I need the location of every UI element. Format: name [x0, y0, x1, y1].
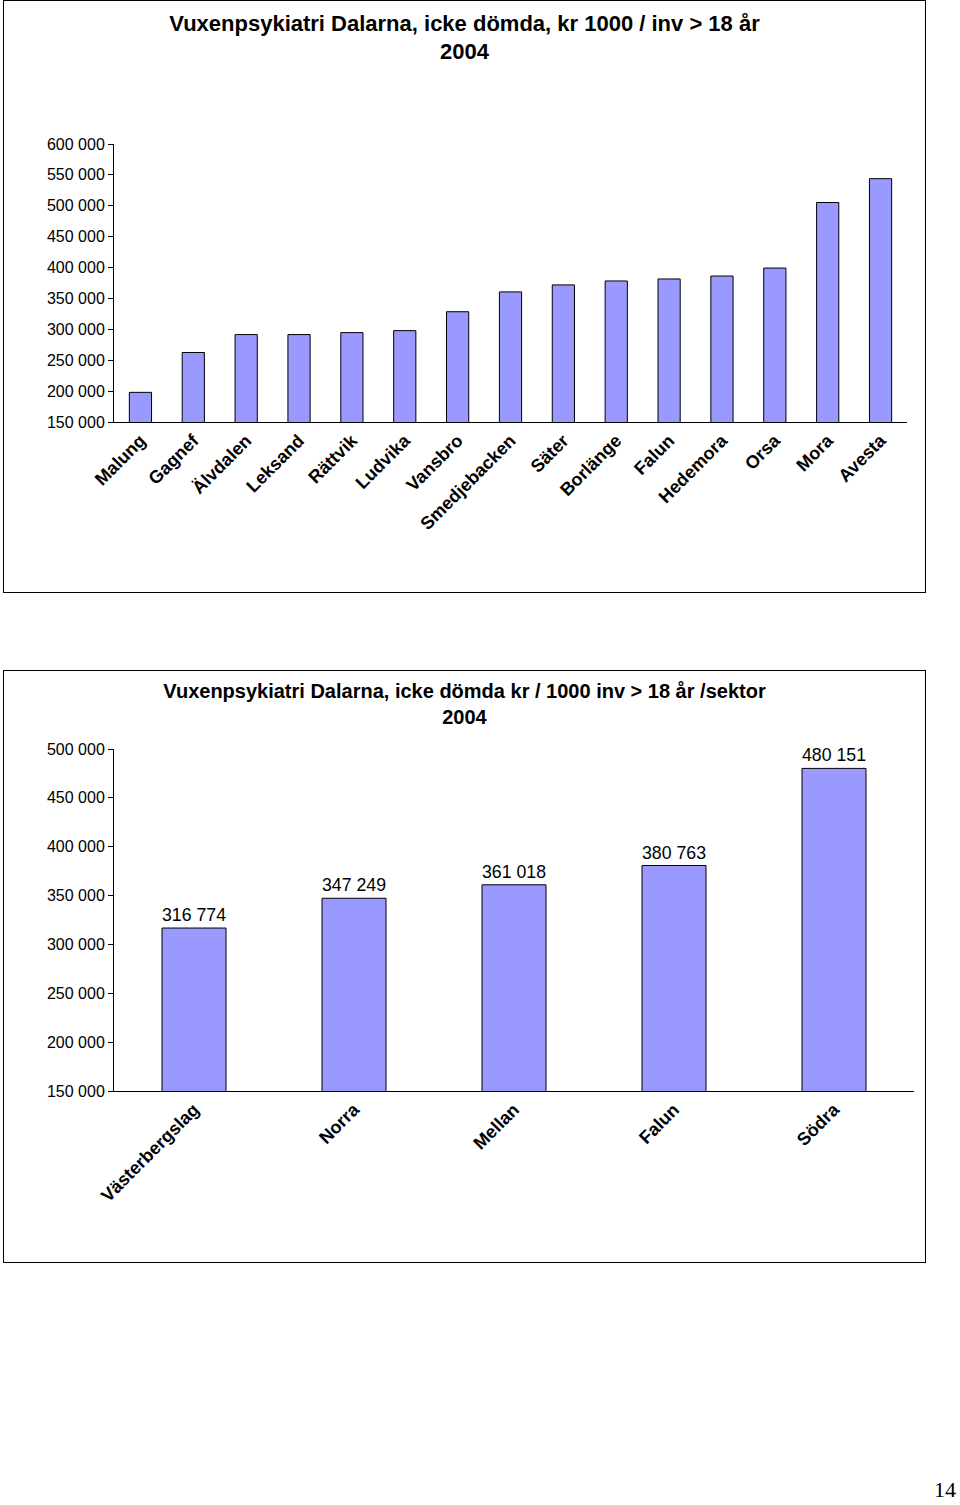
- svg-text:Ludvika: Ludvika: [352, 430, 415, 493]
- svg-text:Falun: Falun: [635, 1100, 683, 1148]
- svg-text:Vansbro: Vansbro: [402, 431, 466, 495]
- svg-text:Älvdalen: Älvdalen: [188, 431, 255, 498]
- svg-text:Rättvik: Rättvik: [305, 430, 362, 487]
- svg-text:Vuxenpsykiatri Dalarna, icke d: Vuxenpsykiatri Dalarna, icke dömda, kr 1…: [169, 11, 760, 65]
- svg-text:150 000: 150 000: [47, 414, 105, 431]
- svg-text:Smedjebacken: Smedjebacken: [416, 431, 519, 534]
- svg-text:Avesta: Avesta: [834, 430, 890, 486]
- svg-text:450 000: 450 000: [47, 228, 105, 245]
- svg-text:400 000: 400 000: [47, 838, 105, 855]
- svg-text:Mellan: Mellan: [469, 1100, 523, 1154]
- svg-text:Malung: Malung: [91, 431, 150, 490]
- svg-text:200 000: 200 000: [47, 383, 105, 400]
- svg-text:Mora: Mora: [792, 430, 837, 475]
- svg-text:400 000: 400 000: [47, 259, 105, 276]
- svg-text:Södra: Södra: [793, 1099, 844, 1150]
- svg-text:380 763: 380 763: [642, 843, 706, 863]
- svg-text:Hedemora: Hedemora: [655, 430, 732, 507]
- svg-text:Västerbergslag: Västerbergslag: [97, 1100, 203, 1206]
- svg-text:150 000: 150 000: [47, 1083, 105, 1100]
- svg-text:Gagnef: Gagnef: [144, 430, 203, 489]
- svg-text:Orsa: Orsa: [741, 430, 785, 474]
- svg-text:361 018: 361 018: [482, 862, 546, 882]
- svg-text:600 000: 600 000: [47, 136, 105, 153]
- html-text:14: 14: [934, 1477, 956, 1502]
- svg-text:500 000: 500 000: [47, 741, 105, 758]
- svg-text:347 249: 347 249: [322, 875, 386, 895]
- svg-text:480 151: 480 151: [802, 745, 866, 765]
- svg-text:450 000: 450 000: [47, 789, 105, 806]
- svg-text:Falun: Falun: [630, 431, 678, 479]
- svg-text:316 774: 316 774: [162, 905, 226, 925]
- svg-text:350 000: 350 000: [47, 887, 105, 904]
- svg-text:250 000: 250 000: [47, 985, 105, 1002]
- svg-text:Norra: Norra: [315, 1099, 364, 1148]
- svg-text:Säter: Säter: [527, 431, 573, 477]
- svg-text:Leksand: Leksand: [242, 431, 308, 497]
- svg-text:Vuxenpsykiatri Dalarna, icke d: Vuxenpsykiatri Dalarna, icke dömda kr / …: [163, 680, 766, 728]
- svg-text:300 000: 300 000: [47, 936, 105, 953]
- svg-text:350 000: 350 000: [47, 290, 105, 307]
- svg-text:550 000: 550 000: [47, 166, 105, 183]
- svg-text:500 000: 500 000: [47, 197, 105, 214]
- svg-text:250 000: 250 000: [47, 352, 105, 369]
- svg-text:200 000: 200 000: [47, 1034, 105, 1051]
- svg-text:Borlänge: Borlänge: [556, 431, 625, 500]
- svg-text:300 000: 300 000: [47, 321, 105, 338]
